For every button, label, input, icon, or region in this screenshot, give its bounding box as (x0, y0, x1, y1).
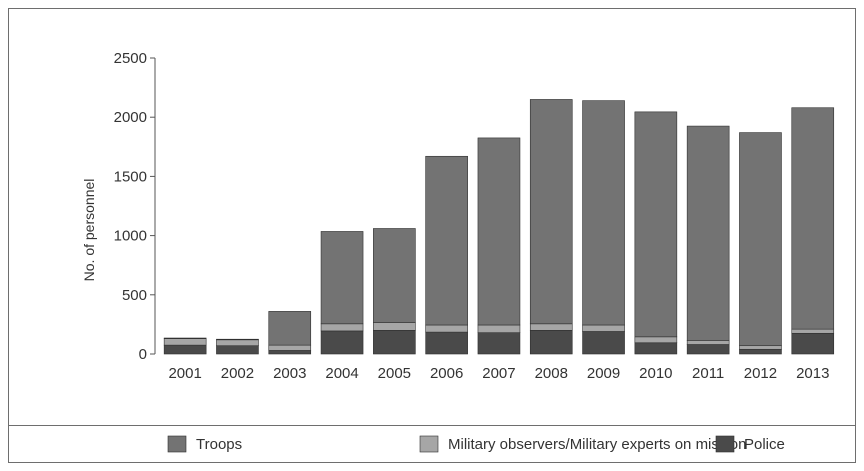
plot-area: 0 500 1000 1500 2000 2500 2001 2002 2003 2004 2005… (114, 50, 835, 382)
legend-label: Police (744, 436, 785, 453)
x-tick-label: 2008 (535, 365, 568, 382)
bar-2002-series-1 (216, 339, 259, 347)
bar-2013-series-2 (791, 107, 835, 330)
bar-2010-series-2 (634, 111, 678, 338)
legend-swatch (419, 435, 439, 453)
bar-2003-series-0 (268, 350, 312, 355)
bar-2006-series-1 (425, 324, 468, 333)
y-axis-label: No. of personnel (81, 179, 97, 282)
x-tick-label: 2012 (744, 365, 777, 382)
bar-2002-series-2 (216, 338, 259, 341)
bar-2005-series-0 (373, 330, 416, 355)
bar-2012-series-1 (739, 345, 782, 350)
chart-frame: 0 500 1000 1500 2000 2500 2001 2002 2003 2004 2005… (8, 8, 856, 463)
y-tick-label: 1500 (114, 168, 147, 185)
legend-label: Troops (196, 436, 242, 453)
y-tick-label: 2500 (114, 50, 147, 67)
bar-2002-series-0 (216, 345, 259, 355)
bar-2012-series-0 (739, 348, 782, 355)
x-tick-label: 2005 (378, 365, 411, 382)
bar-2003-series-1 (268, 344, 312, 351)
bar-2009-series-1 (582, 324, 625, 332)
bar-2001-series-0 (163, 344, 207, 355)
bar-2011-series-2 (686, 125, 730, 341)
bar-2003-series-2 (268, 311, 312, 346)
bar-2004-series-0 (320, 330, 364, 355)
x-tick-label: 2001 (168, 365, 201, 382)
bar-2001-series-1 (163, 338, 207, 346)
bar-2008-series-0 (529, 330, 573, 355)
bar-2013-series-0 (791, 332, 835, 355)
y-tick-label: 1000 (114, 228, 147, 245)
bar-2001-series-2 (163, 337, 207, 339)
legend: Troops Military observers/Military expert… (167, 435, 785, 453)
bar-2010-series-1 (634, 336, 678, 344)
x-tick-label: 2009 (587, 365, 620, 382)
bar-2010-series-0 (634, 342, 678, 355)
bar-2013-series-1 (791, 328, 835, 334)
legend-swatch (715, 435, 735, 453)
x-tick-label: 2013 (796, 365, 829, 382)
legend-swatch (167, 435, 187, 453)
bar-2008-series-2 (529, 99, 573, 325)
x-tick-label: 2004 (325, 365, 358, 382)
bar-2011-series-1 (686, 340, 730, 345)
y-tick-label: 500 (122, 287, 147, 304)
x-tick-label: 2003 (273, 365, 306, 382)
bar-2011-series-0 (686, 344, 730, 355)
bar-2009-series-0 (582, 331, 625, 355)
x-tick-label: 2006 (430, 365, 463, 382)
bar-2004-series-1 (320, 323, 364, 332)
x-tick-label: 2011 (692, 365, 724, 382)
y-tick-label: 2000 (114, 109, 147, 126)
bar-2007-series-2 (477, 137, 521, 326)
x-tick-label: 2010 (639, 365, 672, 382)
bar-2007-series-1 (477, 324, 521, 333)
bar-2005-series-2 (373, 228, 416, 323)
bar-2006-series-0 (425, 331, 468, 355)
bar-2005-series-1 (373, 322, 416, 331)
x-tick-label: 2002 (221, 365, 254, 382)
bar-2012-series-2 (739, 132, 782, 347)
bar-2009-series-2 (582, 100, 625, 326)
y-tick-label: 0 (139, 346, 147, 363)
bar-2007-series-0 (477, 332, 521, 355)
x-tick-label: 2007 (482, 365, 515, 382)
bar-2008-series-1 (529, 323, 573, 331)
legend-label: Military observers/Military experts on m… (448, 436, 746, 453)
bar-2004-series-2 (320, 231, 364, 325)
bar-2006-series-2 (425, 155, 468, 326)
